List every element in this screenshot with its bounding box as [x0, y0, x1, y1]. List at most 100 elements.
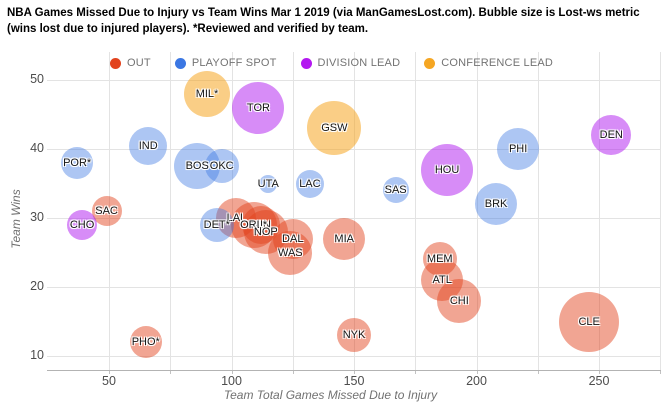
- gridline-vertical: [231, 52, 233, 370]
- bubble-label-phi: PHI: [508, 143, 528, 155]
- gridline-horizontal: [47, 356, 661, 357]
- bubble-label-nyk: NYK: [342, 329, 366, 342]
- legend-item-out: OUT: [110, 57, 151, 69]
- bubble-lal[interactable]: [216, 198, 257, 238]
- gridline-vertical: [354, 52, 355, 370]
- bubble-label-det: DET*: [203, 218, 230, 231]
- x-axis-tick: [292, 369, 294, 374]
- gridline-vertical: [599, 52, 600, 370]
- bubble-nyk[interactable]: [337, 318, 371, 353]
- legend-item-label: CONFERENCE LEAD: [441, 57, 554, 69]
- bubble-phi[interactable]: [497, 128, 540, 170]
- x-axis-tick: [537, 369, 539, 374]
- bubble-okc[interactable]: [204, 149, 239, 184]
- x-tick-label: 50: [102, 374, 116, 388]
- y-axis-title: Team Wins: [9, 189, 23, 249]
- bubble-label-min: MIN: [250, 218, 271, 231]
- bubble-por[interactable]: [61, 146, 94, 179]
- bubble-atl[interactable]: [421, 259, 464, 302]
- y-tick-label: 10: [30, 348, 44, 362]
- bubble-label-tor: TOR: [246, 101, 270, 114]
- bubble-label-cle: CLE: [578, 315, 600, 328]
- legend-item-division-lead: DIVISION LEAD: [300, 57, 401, 69]
- bubble-label-lal: LAL: [226, 212, 247, 224]
- legend-item-label: PLAYOFF SPOT: [191, 57, 277, 69]
- legend: OUT PLAYOFF SPOT DIVISION LEAD CONFERENCE L…: [110, 56, 553, 70]
- bubble-hou[interactable]: [421, 143, 474, 196]
- x-axis-tick: [415, 369, 417, 374]
- legend-item-label: OUT: [127, 57, 151, 69]
- bubble-chi[interactable]: [437, 278, 482, 323]
- bubble-nop[interactable]: [243, 209, 288, 254]
- x-axis-tick: [476, 369, 478, 374]
- bubble-label-bos: BOS: [185, 160, 209, 173]
- chart-title: NBA Games Missed Due to Injury vs Team W…: [7, 6, 657, 37]
- bubble-label-atl: ATL: [432, 274, 452, 287]
- bubble-orl[interactable]: [230, 201, 277, 248]
- bubble-label-was: WAS: [277, 246, 303, 259]
- bubble-cho[interactable]: [67, 209, 98, 240]
- bubble-mem[interactable]: [422, 242, 457, 277]
- bubble-sas[interactable]: [382, 177, 409, 204]
- bubble-label-gsw: GSW: [321, 122, 348, 135]
- gridline-horizontal: [47, 80, 661, 81]
- x-axis-tick: [231, 369, 233, 374]
- legend-dot-icon: [424, 57, 436, 69]
- x-axis-tick: [354, 369, 355, 374]
- x-axis-title: Team Total Games Missed Due to Injury: [223, 388, 438, 402]
- bubble-label-mem: MEM: [426, 253, 453, 266]
- bubble-lac[interactable]: [295, 169, 324, 198]
- bubble-label-pho: PHO*: [131, 336, 160, 349]
- bubble-label-ind: IND: [138, 139, 158, 152]
- bubble-bos[interactable]: [174, 143, 221, 190]
- bubble-label-sac: SAC: [95, 205, 118, 218]
- bubble-label-hou: HOU: [434, 163, 460, 176]
- gridline-horizontal: [47, 218, 661, 219]
- legend-dot-icon: [300, 57, 312, 69]
- bubble-brk[interactable]: [475, 183, 518, 226]
- bubble-label-okc: OKC: [209, 160, 234, 173]
- legend-dot-icon: [110, 57, 121, 69]
- legend-item-playoff-spot: PLAYOFF SPOT: [174, 57, 277, 69]
- bubble-gsw[interactable]: [307, 101, 362, 156]
- bubble-label-chi: CHI: [449, 294, 469, 307]
- bubble-det[interactable]: [199, 207, 234, 242]
- x-axis-tick: [170, 369, 172, 374]
- x-tick-label: 200: [466, 374, 487, 388]
- x-tick-label: 100: [221, 374, 242, 388]
- bubble-label-orl: ORL*: [240, 218, 267, 231]
- y-tick-label: 20: [30, 279, 44, 293]
- bubble-was[interactable]: [268, 230, 313, 275]
- legend-dot-icon: [174, 57, 186, 69]
- bubble-label-uta: UTA: [257, 177, 279, 190]
- bubble-label-mil: MIL*: [195, 87, 219, 100]
- legend-item-label: DIVISION LEAD: [317, 57, 401, 69]
- bubble-tor[interactable]: [232, 81, 285, 134]
- bubble-mil[interactable]: [184, 70, 230, 117]
- bubble-pho[interactable]: [129, 326, 162, 359]
- bubble-label-nop: NOP: [253, 225, 278, 238]
- y-tick-label: 40: [30, 141, 44, 155]
- bubble-uta[interactable]: [259, 174, 278, 193]
- x-axis-tick: [109, 369, 110, 374]
- bubble-min[interactable]: [241, 205, 280, 244]
- gridline-vertical: [170, 52, 172, 370]
- bubble-label-den: DEN: [599, 129, 623, 142]
- y-tick-label: 50: [30, 72, 44, 86]
- x-tick-label: 150: [343, 374, 365, 388]
- bubble-ind[interactable]: [129, 126, 168, 165]
- gridline-horizontal: [47, 287, 661, 288]
- gridline-vertical: [415, 52, 417, 370]
- bubble-label-cho: CHO: [69, 218, 95, 231]
- bubble-label-lac: LAC: [299, 177, 321, 190]
- bubble-cle[interactable]: [559, 291, 620, 352]
- bubble-den[interactable]: [591, 115, 632, 156]
- gridline-vertical: [292, 52, 294, 370]
- chart-title-line1: NBA Games Missed Due to Injury vs Team W…: [7, 7, 640, 19]
- bubble-dal[interactable]: [272, 218, 313, 259]
- chart-title-line2: (wins lost due to injured players). *Rev…: [7, 22, 369, 35]
- bubble-label-por: POR*: [63, 156, 92, 169]
- y-tick-label: 30: [30, 210, 44, 224]
- bubble-label-brk: BRK: [484, 198, 508, 211]
- bubble-mia[interactable]: [323, 217, 366, 260]
